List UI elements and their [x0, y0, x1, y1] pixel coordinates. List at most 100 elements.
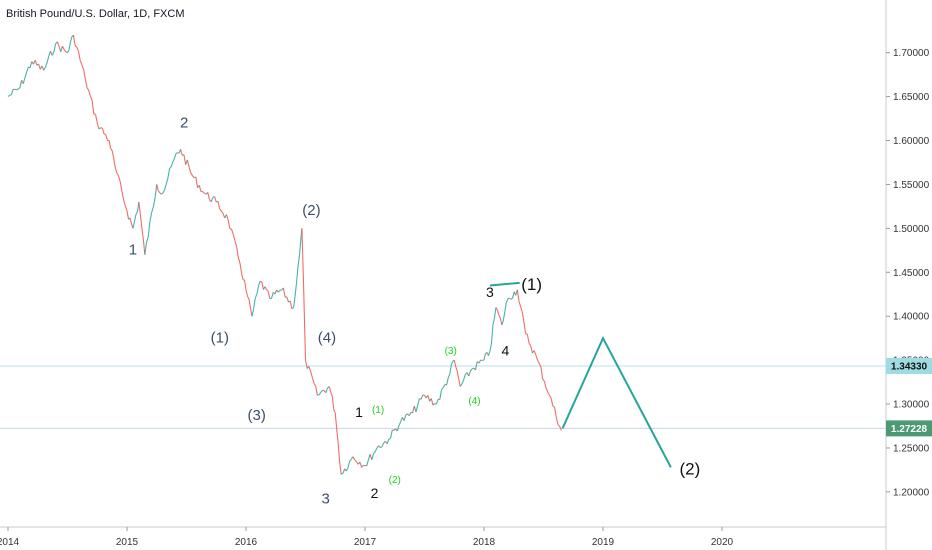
price-segment: [523, 322, 527, 334]
price-segment: [204, 192, 207, 195]
price-segment: [381, 442, 385, 447]
price-segment: [441, 387, 444, 391]
price-segment: [159, 192, 162, 195]
price-segment: [29, 61, 33, 68]
price-segment: [162, 190, 165, 194]
price-segment: [61, 45, 65, 50]
price-segment: [474, 361, 478, 371]
wave-label: 3: [322, 490, 330, 507]
price-segment: [264, 286, 268, 291]
price-segment: [202, 191, 205, 194]
price-segment: [296, 265, 299, 283]
price-segment: [180, 149, 183, 156]
price-segment: [63, 49, 67, 53]
wave-label: 1: [355, 404, 363, 420]
price-tag-box: [886, 358, 932, 375]
price-segment: [449, 365, 452, 374]
price-segment: [439, 389, 443, 400]
price-segment: [98, 127, 101, 130]
price-segment: [126, 210, 130, 220]
price-segment: [89, 96, 93, 101]
price-segment: [471, 367, 475, 370]
x-tick-label: 2020: [711, 537, 734, 548]
price-segment: [34, 60, 38, 66]
wave-label: 1: [129, 242, 137, 259]
price-segment: [183, 154, 187, 165]
price-segment: [72, 35, 76, 46]
price-segment: [388, 438, 391, 440]
price-segment: [26, 66, 29, 73]
price-segment: [56, 41, 60, 47]
price-segment: [403, 414, 407, 421]
price-segment: [78, 51, 81, 61]
wave-label: (4): [468, 396, 480, 407]
y-tick-label: 1.55000: [893, 180, 930, 191]
price-segment: [186, 159, 190, 168]
price-segment: [308, 366, 312, 372]
price-segment: [123, 199, 126, 206]
price-segment: [463, 374, 466, 381]
price-segment: [81, 64, 85, 70]
price-segment: [261, 282, 264, 290]
y-tick-label: 1.60000: [893, 136, 930, 147]
price-segment: [58, 45, 62, 52]
price-segment: [232, 234, 236, 242]
price-segment: [267, 291, 271, 299]
price-segment: [442, 384, 446, 388]
price-segment: [142, 239, 146, 255]
price-segment: [79, 60, 83, 66]
price-segment: [83, 69, 86, 80]
price-segment: [543, 381, 547, 388]
price-segment: [141, 227, 144, 240]
x-tick-label: 2015: [116, 537, 139, 548]
price-segment: [386, 438, 390, 445]
price-segment: [412, 405, 415, 413]
x-tick-label: 2014: [0, 537, 20, 548]
price-segment: [132, 221, 135, 229]
price-segment: [450, 361, 454, 366]
y-tick-label: 1.30000: [893, 400, 930, 411]
price-segment: [154, 184, 158, 198]
price-segment: [361, 465, 364, 468]
price-segment: [420, 394, 424, 400]
price-segment: [342, 468, 346, 474]
price-segment: [274, 289, 278, 295]
price-segment: [101, 127, 105, 135]
price-segment: [237, 257, 241, 264]
price-segment: [405, 413, 408, 416]
price-segment: [114, 166, 118, 173]
price-segment: [119, 181, 123, 192]
price-segment: [530, 345, 533, 354]
price-tag-label: 1.34330: [891, 362, 928, 373]
price-segment: [138, 201, 141, 215]
price-segment: [108, 140, 112, 149]
price-segment: [198, 185, 202, 192]
price-segment: [492, 318, 495, 326]
price-segment: [49, 50, 53, 56]
price-segment: [22, 77, 26, 84]
x-tick-label: 2016: [235, 537, 258, 548]
wave-label: (2): [389, 475, 401, 486]
price-segment: [535, 354, 539, 361]
price-segment: [502, 311, 506, 321]
price-segment: [378, 445, 381, 449]
price-segment: [299, 240, 302, 255]
price-segment: [139, 214, 143, 228]
wave-label: (1): [211, 330, 229, 347]
y-tick-label: 1.40000: [893, 312, 930, 323]
price-segment: [456, 370, 460, 380]
price-segment: [303, 290, 307, 361]
price-segment: [458, 378, 461, 387]
price-segment: [253, 298, 256, 310]
price-segment: [222, 213, 226, 219]
price-segment: [432, 403, 436, 406]
price-segment: [259, 280, 263, 283]
price-segment: [550, 398, 554, 407]
price-segment: [231, 228, 234, 235]
price-segment: [320, 390, 323, 393]
price-segment: [46, 55, 50, 63]
price-segment: [354, 459, 357, 463]
price-segment: [241, 272, 244, 280]
wave-label: 2: [371, 485, 379, 501]
